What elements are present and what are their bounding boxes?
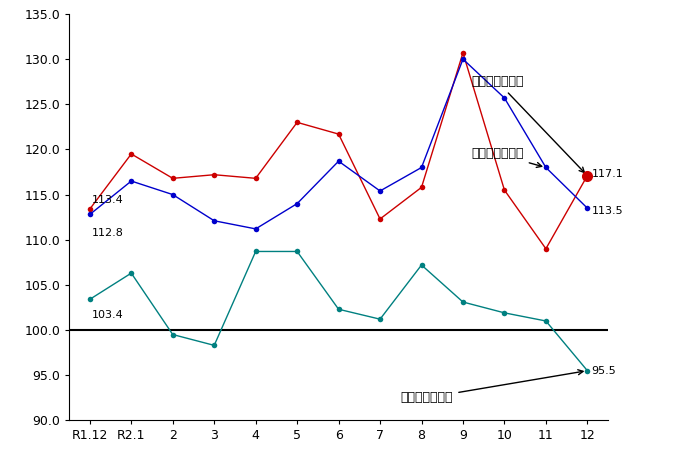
Text: 103.4: 103.4 — [92, 310, 124, 320]
Text: 95.5: 95.5 — [591, 366, 616, 375]
Text: 113.4: 113.4 — [92, 195, 124, 205]
Text: 《緑》生鮮野菜: 《緑》生鮮野菜 — [401, 370, 583, 404]
Text: 《青》生鮮魚介: 《青》生鮮魚介 — [471, 148, 542, 167]
Text: 113.5: 113.5 — [591, 206, 623, 216]
Text: 112.8: 112.8 — [92, 228, 124, 238]
Text: 《赤》生鮮果物: 《赤》生鮮果物 — [471, 75, 585, 172]
Text: 117.1: 117.1 — [591, 169, 623, 179]
